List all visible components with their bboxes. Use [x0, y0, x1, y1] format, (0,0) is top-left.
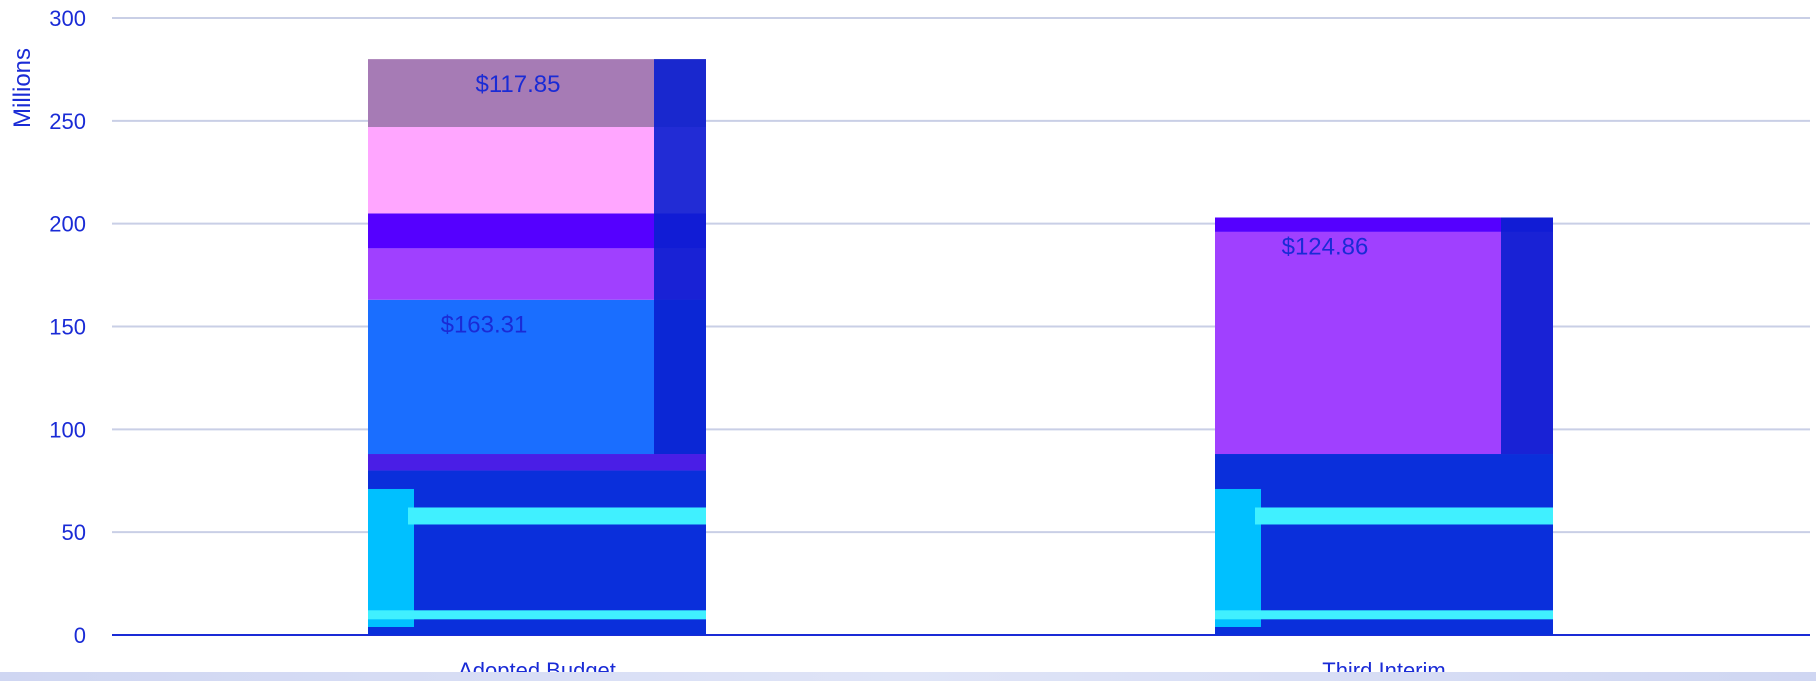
data-label: $117.85 [476, 71, 561, 98]
bar-accent-stripe [1255, 507, 1553, 525]
bar-accent-stripe [368, 610, 706, 620]
bar-segment [1215, 217, 1553, 232]
bar-accent-stripe [408, 507, 706, 525]
bar-segment [1215, 231, 1553, 455]
bottom-strip [0, 672, 1816, 681]
data-labels: $117.85 $163.31 $124.86 [441, 71, 1369, 339]
bar-segment [1215, 454, 1553, 635]
bar-segment [368, 127, 706, 214]
bar-edge-column [654, 59, 706, 455]
bar-accent-cyan [368, 488, 414, 627]
y-tick-label: 150 [49, 315, 86, 340]
y-axis-label: Millions [9, 48, 36, 128]
y-tick-label: 250 [49, 109, 86, 134]
y-axis: 0 50 100 150 200 250 300 [49, 6, 86, 648]
y-tick-label: 100 [49, 417, 86, 442]
bar-segment [368, 299, 706, 455]
y-tick-label: 300 [49, 6, 86, 31]
y-tick-label: 200 [49, 212, 86, 237]
bar-segment [368, 470, 706, 635]
bar-segment [368, 213, 706, 249]
gridlines [112, 17, 1810, 636]
bar-segment [368, 59, 706, 128]
y-tick-label: 0 [74, 623, 86, 648]
y-tick-label: 50 [62, 520, 86, 545]
bar-accent-stripe [1215, 610, 1553, 620]
bar-accent-cyan [1215, 488, 1261, 627]
data-label: $163.31 [441, 311, 528, 338]
bar-segment [368, 454, 706, 471]
data-label: $124.86 [1282, 233, 1369, 260]
bar-edge-column [1501, 217, 1553, 455]
bar-segment [368, 248, 706, 300]
bars [368, 59, 1553, 635]
